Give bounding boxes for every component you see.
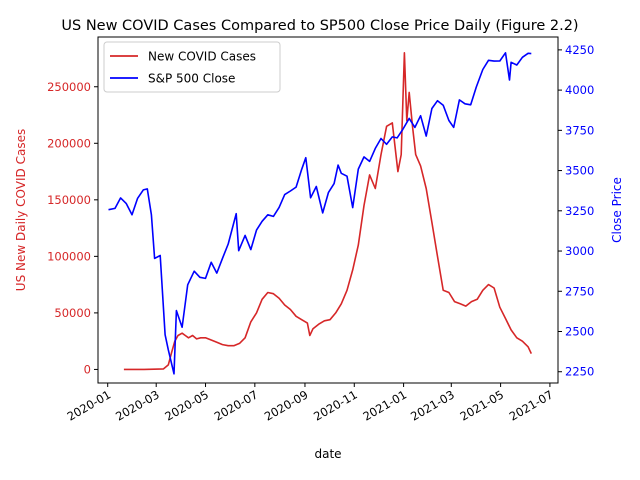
y-left-tick-label: 0 [84,362,91,376]
y-right-tick-label: 2250 [565,365,594,379]
plot-frame [97,36,559,384]
legend-label-covid: New COVID Cases [148,50,256,64]
legend: New COVID Cases S&P 500 Close [103,41,281,93]
y-axis-left-label: US New Daily COVID Cases [14,129,28,291]
y-right-tick-label: 2500 [565,325,594,339]
legend-label-sp500: S&P 500 Close [148,72,235,86]
series-line-sp500-close [108,51,532,375]
y-axis-right-label: Close Price [610,177,624,243]
series-line-covid-cases [123,51,533,371]
y-left-tick-label: 100000 [47,249,91,263]
y-right-tick-label: 3000 [565,244,594,258]
y-right-tick-label: 4000 [565,83,594,97]
y-left-tick-label: 200000 [47,136,91,150]
y-left-tick-label: 50000 [54,306,91,320]
chart-title: US New COVID Cases Compared to SP500 Clo… [61,18,578,34]
y-right-tick-label: 3250 [565,204,594,218]
y-right-tick-label: 3500 [565,164,594,178]
plot-area [108,51,533,375]
x-axis-label: date [314,447,341,461]
legend-box [103,41,281,93]
y-right-tick-label: 3750 [565,123,594,137]
y-right-tick-label: 4250 [565,43,594,57]
y-right-tick-label: 2750 [565,284,594,298]
y-left-tick-label: 250000 [47,80,91,94]
y-left-tick-label: 150000 [47,193,91,207]
